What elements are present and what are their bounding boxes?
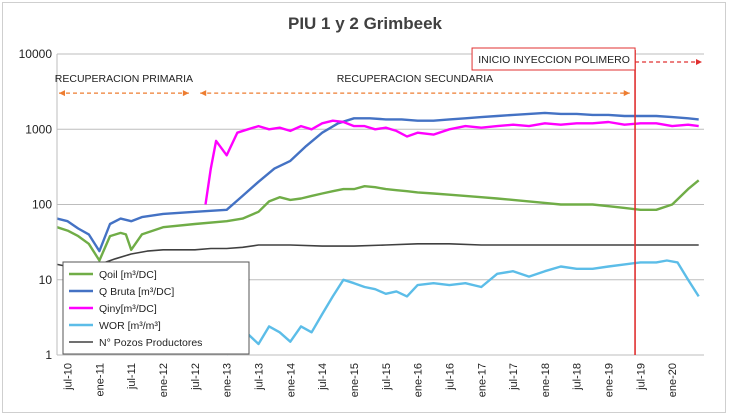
x-tick-label: jul-15	[381, 363, 393, 391]
y-tick-label: 100	[32, 198, 52, 212]
x-tick-label: jul-14	[317, 363, 329, 391]
x-tick-label: jul-17	[508, 363, 520, 391]
series-line	[56, 179, 700, 262]
x-tick-label: jul-19	[635, 363, 647, 391]
x-tick-label: ene-18	[540, 363, 552, 397]
x-tick-label: jul-11	[126, 363, 138, 390]
series-layer	[56, 111, 700, 356]
axes-layer: 1 10 100 1000 10000 jul-10 ene-11 jul-11 ene-12 j…	[19, 47, 704, 397]
x-tick-label: ene-12	[158, 363, 170, 397]
x-tick-label: ene-19	[604, 363, 616, 397]
y-tick-label: 10	[39, 273, 53, 287]
x-tick-label: jul-13	[254, 363, 266, 391]
x-tick-label: ene-14	[285, 363, 297, 397]
legend-label: Qoil [m³/DC]	[99, 269, 157, 281]
polimero-label: INICIO INYECCION POLIMERO	[478, 54, 630, 66]
x-tick-label: ene-17	[476, 363, 488, 397]
x-tick-label: ene-13	[222, 363, 234, 397]
legend-label: Qiny[m³/DC]	[99, 303, 157, 315]
primaria-label: RECUPERACION PRIMARIA	[55, 73, 193, 85]
x-tick-label: jul-16	[444, 363, 456, 391]
legend: Qoil [m³/DC] Q Bruta [m³/DC] Qiny[m³/DC] WO…	[62, 261, 250, 355]
legend-box	[62, 261, 250, 355]
arrow-head	[200, 90, 207, 97]
legend-label: Q Bruta [m³/DC]	[99, 286, 174, 298]
arrow-head	[182, 90, 189, 97]
chart-title: PIU 1 y 2 Grimbeek	[287, 14, 443, 33]
x-tick-label: jul-12	[190, 363, 202, 391]
legend-label: WOR [m³/m³]	[99, 320, 161, 332]
arrow-head	[696, 59, 702, 65]
x-tick-label: ene-20	[667, 363, 679, 397]
series-line	[204, 119, 699, 205]
x-tick-label: ene-16	[413, 363, 425, 397]
series-line	[56, 243, 699, 273]
x-tick-label: ene-11	[94, 363, 106, 396]
y-tick-label: 1000	[25, 122, 52, 136]
x-tick-label: jul-10	[63, 363, 75, 391]
chart-frame	[2, 2, 726, 413]
legend-label: N° Pozos Productores	[99, 337, 202, 349]
series-line	[56, 111, 699, 253]
arrow-head	[623, 90, 630, 97]
arrow-head	[59, 90, 65, 97]
annotation-layer: RECUPERACION PRIMARIA RECUPERACION SECUND…	[55, 47, 702, 355]
secundaria-label: RECUPERACION SECUNDARIA	[337, 73, 493, 85]
polimero-box	[471, 47, 636, 71]
series-line	[225, 259, 700, 356]
x-tick-label: jul-18	[572, 363, 584, 391]
x-tick-label: ene-15	[349, 363, 361, 397]
y-tick-label: 10000	[19, 47, 53, 61]
y-tick-label: 1	[45, 348, 52, 362]
